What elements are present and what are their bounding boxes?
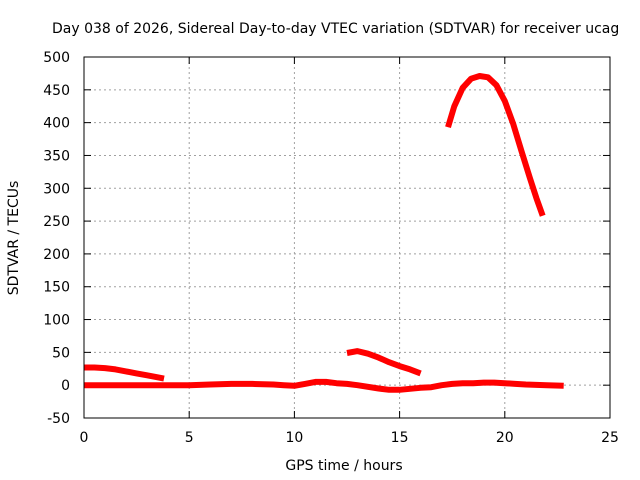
y-tick-label: 100 xyxy=(43,313,70,329)
plot-frame xyxy=(83,56,611,419)
x-axis-label: GPS time / hours xyxy=(285,458,402,474)
y-tick-label: 50 xyxy=(52,345,70,361)
x-tick-label: 15 xyxy=(391,430,409,446)
x-tick-label: 5 xyxy=(185,430,194,446)
series-line-segment-2 xyxy=(346,348,422,377)
x-tick-label: 25 xyxy=(601,430,619,446)
y-tick-label: 0 xyxy=(61,378,70,394)
y-tick-label: 350 xyxy=(43,148,70,164)
series-line-segment-3 xyxy=(445,73,546,217)
axis-ticks: 0 5 10 15 20 25 -50 0 50 100 150 200 250 300 350 400 450… xyxy=(43,50,619,446)
y-tick-label: -50 xyxy=(47,411,70,427)
series-line-segment-1 xyxy=(84,364,165,382)
x-tick-label: 0 xyxy=(80,430,89,446)
grid-lines xyxy=(84,57,610,418)
y-tick-label: 250 xyxy=(43,214,70,230)
data-series xyxy=(84,73,564,393)
y-tick-label: 150 xyxy=(43,280,70,296)
y-tick-label: 300 xyxy=(43,181,70,197)
x-tick-label: 10 xyxy=(285,430,303,446)
chart-title: Day 038 of 2026, Sidereal Day-to-day VTE… xyxy=(52,21,619,37)
x-tick-label: 20 xyxy=(496,430,514,446)
y-axis-label: SDTVAR / TECUs xyxy=(6,181,22,296)
y-tick-label: 500 xyxy=(43,50,70,66)
y-tick-label: 200 xyxy=(43,247,70,263)
series-line-segment-4 xyxy=(84,378,564,393)
y-tick-label: 450 xyxy=(43,83,70,99)
y-tick-label: 400 xyxy=(43,116,70,132)
